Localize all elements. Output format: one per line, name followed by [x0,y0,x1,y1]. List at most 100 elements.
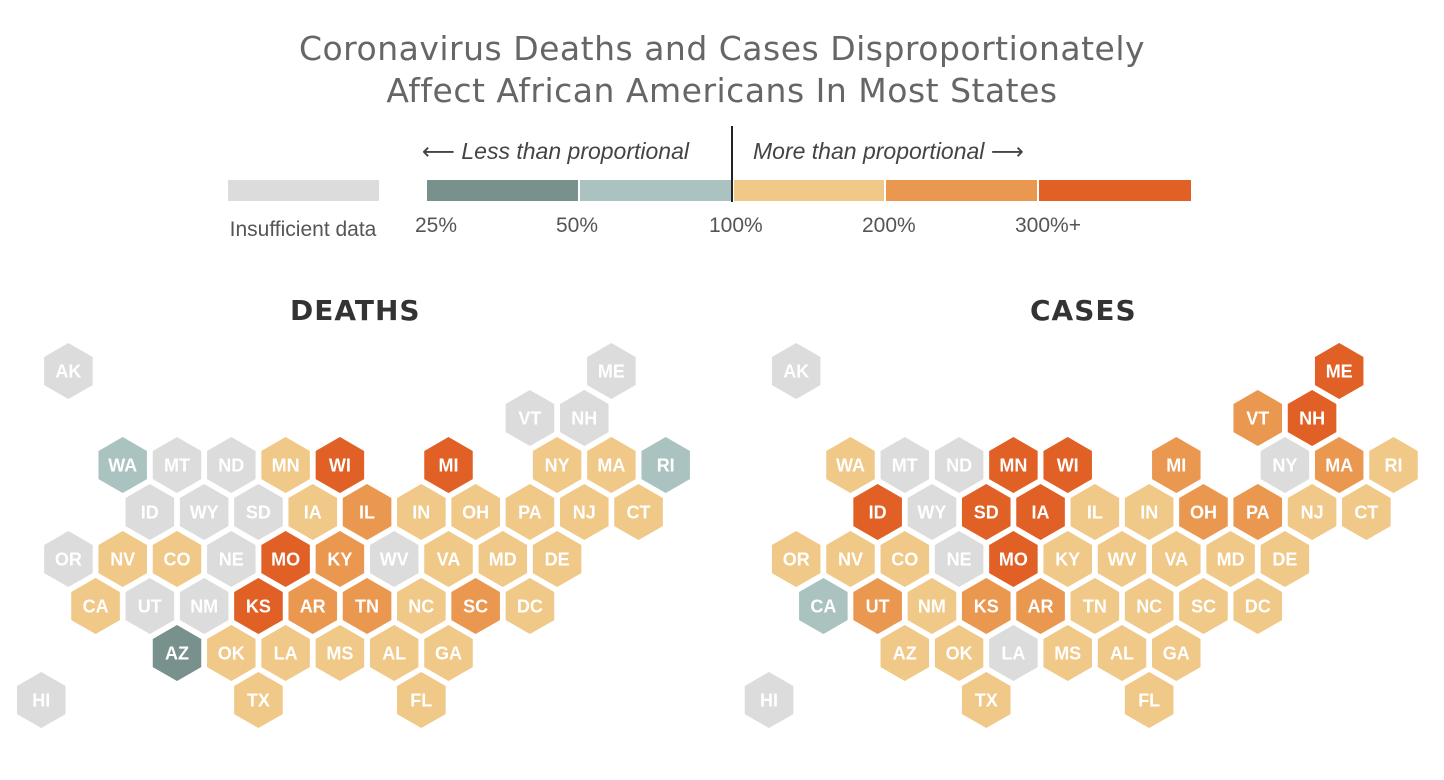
chart-title-line-2: Affect African Americans In Most States [386,71,1058,110]
state-hex-shape [1312,434,1366,496]
state-hex-shape [1040,622,1095,684]
state-label: ME [598,362,625,382]
legend-tick-200: 200% [862,214,916,237]
state-label: TN [1083,597,1107,617]
state-hex-ny: NY [530,434,584,496]
state-hex-ri: RI [638,434,693,496]
state-hex-shape [1013,575,1068,637]
legend-tick-25: 25% [415,214,458,237]
state-label: MO [999,550,1028,570]
state-hex-shape [1339,481,1394,543]
state-hex-ms: MS [313,622,367,684]
state-hex-shape [611,481,666,543]
state-hex-sc: SC [1176,575,1231,637]
state-hex-ga: GA [1149,622,1204,684]
state-hex-sd: SD [959,481,1014,543]
state-hex-hi: HI [14,669,69,731]
state-label: ID [869,503,887,523]
state-hex-shape [742,669,796,731]
state-hex-shape [986,434,1041,496]
state-hex-sd: SD [231,481,286,543]
state-hex-az: AZ [150,622,204,684]
state-label: CA [83,597,109,617]
state-label: MN [999,456,1027,476]
state-label: AR [300,597,326,617]
state-hex-nh: NH [557,387,612,449]
state-hex-shape [932,528,986,590]
state-label: NJ [1301,503,1324,523]
state-hex-ks: KS [231,575,286,637]
state-hex-tx: TX [231,669,286,731]
state-hex-mi: MI [421,434,476,496]
state-hex-shape [367,528,421,590]
state-label: OR [55,550,82,570]
state-label: VT [1246,409,1269,429]
state-label: NH [1299,409,1325,429]
state-hex-shape [1230,387,1285,449]
state-hex-shape [986,622,1041,684]
state-hex-shape [1366,434,1421,496]
state-label: NV [838,550,863,570]
state-hex-pa: PA [503,481,557,543]
proportional-divider [731,126,733,202]
state-label: MI [439,456,459,476]
state-label: TX [247,691,270,711]
state-hex-shape [204,434,259,496]
state-hex-shape [313,528,367,590]
state-label: MS [1054,644,1081,664]
state-label: GA [435,644,462,664]
state-label: IN [1140,503,1158,523]
state-hex-wa: WA [823,434,878,496]
legend-swatch-300-plus [1039,180,1191,201]
state-label: FL [410,691,432,711]
state-hex-oh: OH [1176,481,1231,543]
state-hex-mo: MO [258,528,313,590]
state-label: MI [1166,456,1186,476]
state-label: WV [380,550,409,570]
state-label: NJ [573,503,596,523]
state-label: MD [1217,550,1245,570]
state-hex-ca: CA [796,575,851,637]
state-hex-shape [231,575,286,637]
state-label: WY [190,503,219,523]
legend-tick-100: 100% [709,214,763,237]
state-hex-shape [285,481,340,543]
state-hex-shape [823,528,878,590]
state-hex-la: LA [986,622,1041,684]
state-label: MT [892,456,918,476]
state-hex-shape [1203,528,1258,590]
state-hex-ia: IA [285,481,340,543]
state-hex-shape [1230,575,1285,637]
state-label: DE [545,550,570,570]
state-hex-me: ME [584,340,639,402]
state-label: WA [836,456,865,476]
state-hex-or: OR [769,528,823,590]
state-label: OK [218,644,245,664]
state-hex-shape [340,575,394,637]
state-label: NV [110,550,135,570]
state-hex-pa: PA [1230,481,1285,543]
state-label: NM [918,597,946,617]
state-hex-shape [1285,481,1339,543]
state-hex-shape [123,481,177,543]
state-label: MA [597,456,625,476]
state-hex-shape [285,575,340,637]
state-label: NC [408,597,434,617]
state-hex-shape [530,528,584,590]
chart-title: Coronavirus Deaths and Cases Disproporti… [0,28,1444,112]
state-hex-ks: KS [959,575,1014,637]
state-hex-shape [557,387,612,449]
state-label: IN [412,503,430,523]
state-label: NE [219,550,244,570]
state-hex-shape [769,340,823,402]
state-label: IL [1087,503,1103,523]
state-hex-az: AZ [878,622,932,684]
state-label: OK [946,644,973,664]
state-hex-shape [394,669,449,731]
chart-title-line-1: Coronavirus Deaths and Cases Disproporti… [298,29,1146,68]
state-hex-mi: MI [1149,434,1204,496]
state-hex-fl: FL [1122,669,1176,731]
state-label: IA [304,503,322,523]
